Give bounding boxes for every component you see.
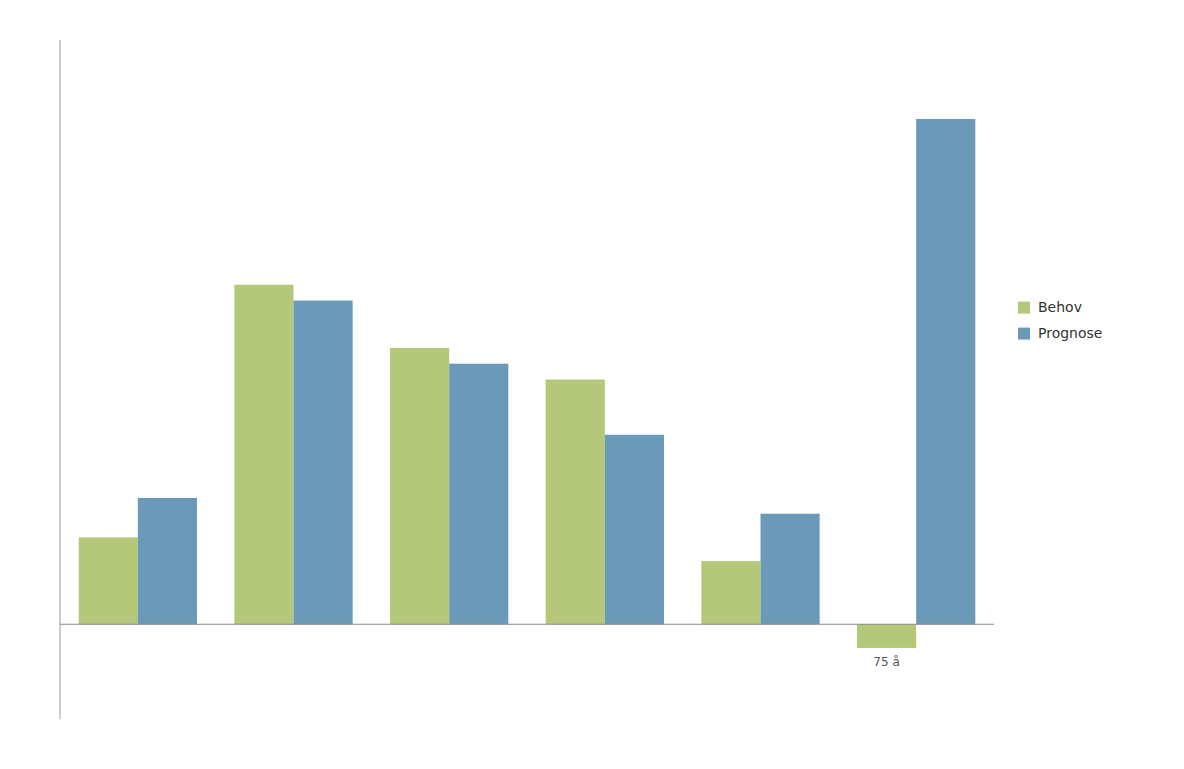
legend-label: Prognose <box>1038 325 1102 341</box>
bar <box>234 285 293 625</box>
bar <box>701 561 760 624</box>
chart: 75 å Behov Prognose <box>0 0 1184 769</box>
baseline <box>60 624 994 625</box>
bar <box>605 435 664 624</box>
bar <box>390 348 449 624</box>
bar <box>449 364 508 625</box>
bar <box>761 514 820 625</box>
annotation: 75 å <box>873 655 899 669</box>
legend-swatch <box>1018 328 1030 340</box>
y-axis-line <box>60 40 61 719</box>
legend-swatch <box>1018 302 1030 314</box>
bar <box>546 380 605 625</box>
bar <box>916 119 975 624</box>
bar <box>79 537 138 624</box>
chart-container: 75 å Behov Prognose <box>0 0 1184 769</box>
bars <box>79 119 976 648</box>
bar <box>294 301 353 625</box>
legend-label: Behov <box>1038 299 1082 315</box>
bar <box>138 498 197 624</box>
bar <box>857 624 916 648</box>
